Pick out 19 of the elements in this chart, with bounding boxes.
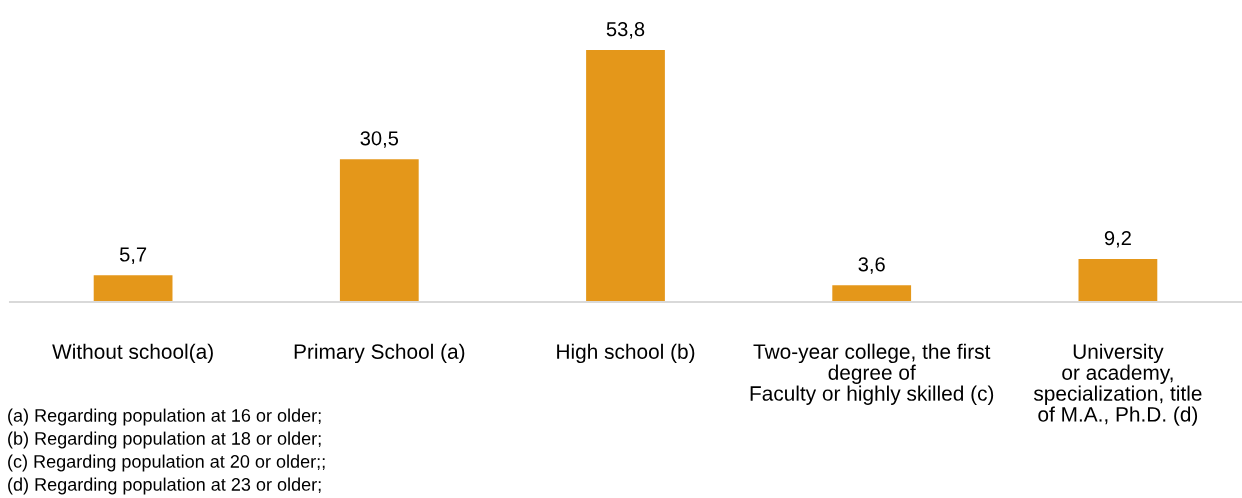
bar bbox=[1078, 258, 1158, 302]
bar bbox=[339, 159, 419, 302]
data-label: 53,8 bbox=[606, 22, 645, 39]
data-label: 5,7 bbox=[119, 247, 147, 264]
bar bbox=[586, 50, 665, 302]
x-tick-label: Two-year college, the first degree of Faculty or highly skilled (c) bbox=[750, 343, 994, 405]
data-label: 9,2 bbox=[1104, 230, 1131, 248]
x-tick-label: Without school(a) bbox=[52, 343, 213, 364]
bar bbox=[832, 285, 912, 302]
x-tick-label: University or academy, specialization, title of M.A., Ph.D. (d) bbox=[1033, 343, 1202, 426]
text: (a) Regarding population at 16 or older; bbox=[8, 408, 321, 426]
x-tick-label: High school (b) bbox=[557, 343, 695, 364]
data-label: 3,6 bbox=[858, 257, 885, 274]
data-label: 30,5 bbox=[360, 131, 399, 148]
bar bbox=[93, 275, 173, 302]
text: (b) Regarding population at 18 or older; bbox=[8, 431, 321, 449]
x-tick-label: Primary School (a) bbox=[294, 343, 465, 364]
text: (d) Regarding population at 23 or older; bbox=[8, 477, 321, 495]
text: (c) Regarding population at 20 or older;; bbox=[8, 454, 325, 472]
